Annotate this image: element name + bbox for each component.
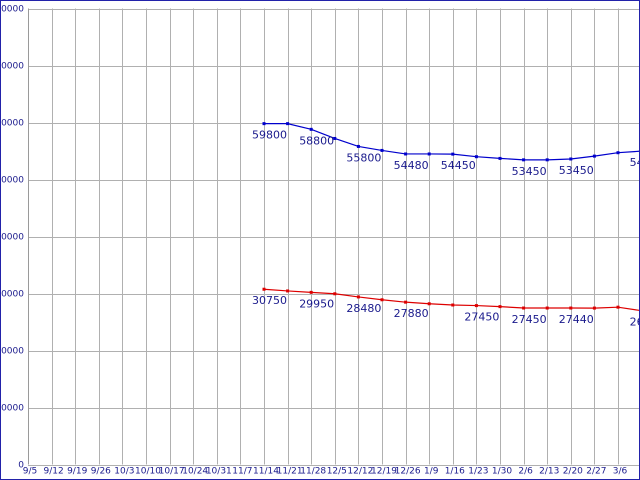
x-axis-tick-label: 12/5 [327,467,347,477]
x-axis-tick-label: 9/12 [43,467,63,477]
data-point-marker [545,158,549,162]
data-point-label: 29950 [299,297,334,310]
data-point-marker [427,152,431,156]
data-point-label: 54980 [630,156,640,169]
y-axis-tick-label: 10000 [1,404,24,414]
x-axis-tick-label: 9/5 [23,467,37,477]
y-axis-tick-label: 60000 [1,119,24,129]
data-point-marker [333,292,337,296]
x-axis-tick-label: 11/21 [277,467,303,477]
data-point-marker [616,151,620,155]
data-point-marker [616,305,620,309]
x-axis-tick-label: 10/10 [135,467,161,477]
y-axis-labels: 0 10000 20000 30000 40000 50000 60000 70000 8000… [1,5,24,471]
x-axis-tick-label: 12/26 [395,467,421,477]
data-point-marker [356,295,360,299]
data-series [262,122,639,311]
data-point-marker [333,136,337,140]
y-axis-tick-label: 20000 [1,347,24,357]
data-point-marker [522,306,526,310]
y-axis-tick-label: 40000 [1,233,24,243]
x-axis-tick-label: 3/6 [613,467,628,477]
data-point-label: 54480 [394,159,429,172]
data-point-label: 59800 [252,129,287,142]
data-point-label: 28480 [346,302,381,315]
x-axis-tick-label: 1/30 [492,467,512,477]
data-point-marker [286,289,290,293]
data-point-label: 54450 [441,159,476,172]
y-axis-tick-label: 0 [18,461,24,471]
data-point-label: 55800 [346,151,381,164]
x-axis-tick-label: 2/27 [586,467,606,477]
x-axis-tick-label: 1/23 [468,467,488,477]
data-point-label: 26980 [630,316,640,329]
x-axis-tick-label: 1/16 [445,467,465,477]
data-point-marker [380,298,384,302]
y-axis-tick-label: 70000 [1,62,24,72]
data-point-label: 53450 [512,165,547,178]
data-point-marker [474,155,478,159]
data-point-label: 58800 [299,134,334,147]
x-axis-tick-label: 2/13 [539,467,559,477]
data-point-marker [545,306,549,310]
data-point-label: 27880 [394,307,429,320]
x-axis-tick-label: 10/17 [159,467,185,477]
data-point-marker [592,154,596,158]
x-axis-tick-label: 2/6 [518,467,533,477]
data-point-marker [592,306,596,310]
data-point-marker [262,122,266,126]
x-axis-tick-label: 11/14 [253,467,279,477]
data-point-marker [522,158,526,162]
data-point-label: 27450 [464,311,499,324]
x-axis-tick-label: 2/20 [563,467,583,477]
data-point-marker [427,302,431,306]
data-point-labels: 59800 58800 55800 54480 54450 53450 53450 54980… [252,129,640,329]
data-point-label: 27450 [512,313,547,326]
data-point-marker [309,290,313,294]
x-axis-tick-label: 12/19 [371,467,397,477]
data-point-marker [569,306,573,310]
data-point-marker [286,122,290,126]
data-point-marker [474,304,478,308]
data-point-marker [309,127,313,131]
x-axis-tick-label: 12/12 [347,467,373,477]
data-point-marker [498,305,502,309]
data-point-label: 53450 [559,164,594,177]
data-point-marker [380,148,384,152]
x-axis-tick-label: 10/24 [182,467,208,477]
x-axis-tick-label: 1/9 [424,467,439,477]
data-point-marker [451,152,455,156]
data-point-marker [262,287,266,291]
data-point-marker [404,300,408,304]
x-axis-tick-label: 9/26 [91,467,111,477]
x-axis-tick-label: 9/19 [67,467,87,477]
data-point-label: 30750 [252,294,287,307]
data-point-marker [451,303,455,307]
data-point-marker [404,152,408,156]
x-axis-tick-label: 11/7 [232,467,252,477]
x-axis-tick-label: 10/3 [114,467,134,477]
y-axis-tick-label: 80000 [1,5,24,15]
y-axis-tick-label: 30000 [1,290,24,300]
data-point-label: 27440 [559,313,594,326]
data-point-marker [569,157,573,161]
x-axis-tick-label: 10/31 [206,467,232,477]
x-axis-tick-label: 11/28 [300,467,326,477]
gridlines [28,8,639,466]
y-axis-tick-label: 50000 [1,176,24,186]
data-point-marker [498,156,502,160]
data-point-marker [356,144,360,148]
